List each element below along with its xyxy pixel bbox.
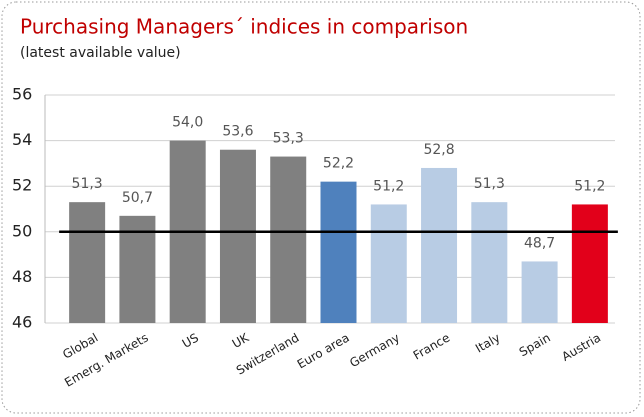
x-tick-label: Euro area [295,331,352,372]
x-tick-label: France [411,331,453,363]
y-tick-label: 50 [12,221,32,240]
x-tick-label: Austria [559,331,603,364]
y-tick-label: 46 [12,313,32,332]
bar [370,204,407,323]
bar [219,149,256,323]
y-tick-label: 56 [12,85,32,104]
value-label: 51,3 [72,176,103,192]
y-tick-label: 54 [12,130,32,149]
bar [471,202,508,323]
bar [270,156,307,323]
x-tick-label: Global [60,331,100,362]
value-label: 52,8 [423,142,454,158]
x-tick-label: Emerg. Markets [62,331,151,390]
y-tick-label: 48 [12,267,32,286]
x-tick-label: UK [230,330,252,351]
bar [320,181,357,323]
value-label: 52,2 [323,156,354,172]
bar [119,215,156,323]
chart-subtitle: (latest available value) [20,45,181,61]
value-label: 53,3 [273,131,304,147]
chart-title: Purchasing Managers´ indices in comparis… [20,15,468,39]
value-label: 50,7 [122,190,153,206]
x-tick-label: Germany [347,331,402,371]
x-tick-label: Italy [473,331,503,356]
value-label: 51,2 [373,178,404,194]
value-label: 51,3 [474,176,505,192]
value-label: 48,7 [524,235,555,251]
value-label: 53,6 [222,124,253,140]
x-tick-label: US [180,331,201,351]
value-label: 54,0 [172,115,203,131]
y-tick-label: 52 [12,176,32,195]
x-tick-label: Spain [517,331,553,360]
value-label: 51,2 [574,178,605,194]
bar [421,167,458,323]
bar [69,202,106,323]
bar [521,261,558,323]
bar [571,204,608,323]
